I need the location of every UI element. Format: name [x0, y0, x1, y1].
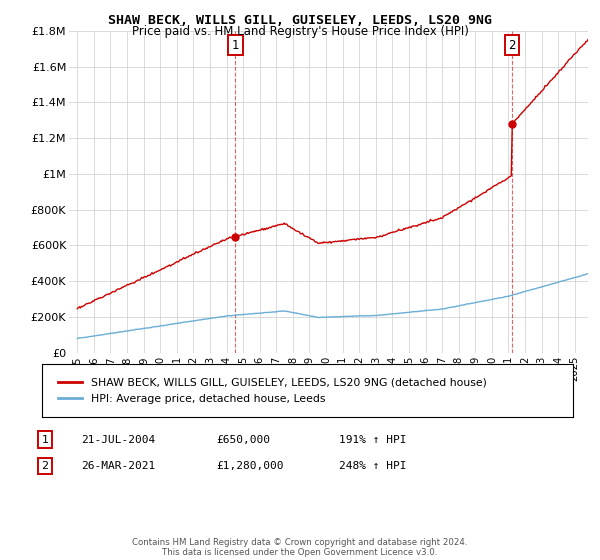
Text: 1: 1 — [232, 39, 239, 52]
Text: 191% ↑ HPI: 191% ↑ HPI — [339, 435, 407, 445]
Legend: SHAW BECK, WILLS GILL, GUISELEY, LEEDS, LS20 9NG (detached house), HPI: Average : SHAW BECK, WILLS GILL, GUISELEY, LEEDS, … — [53, 372, 492, 409]
Text: 2: 2 — [508, 39, 516, 52]
Text: Contains HM Land Registry data © Crown copyright and database right 2024.
This d: Contains HM Land Registry data © Crown c… — [132, 538, 468, 557]
Text: 2: 2 — [41, 461, 49, 471]
Text: 21-JUL-2004: 21-JUL-2004 — [81, 435, 155, 445]
Text: 248% ↑ HPI: 248% ↑ HPI — [339, 461, 407, 471]
Text: Price paid vs. HM Land Registry's House Price Index (HPI): Price paid vs. HM Land Registry's House … — [131, 25, 469, 38]
Text: 26-MAR-2021: 26-MAR-2021 — [81, 461, 155, 471]
Text: 1: 1 — [41, 435, 49, 445]
Text: £1,280,000: £1,280,000 — [216, 461, 284, 471]
Text: £650,000: £650,000 — [216, 435, 270, 445]
Text: SHAW BECK, WILLS GILL, GUISELEY, LEEDS, LS20 9NG: SHAW BECK, WILLS GILL, GUISELEY, LEEDS, … — [108, 14, 492, 27]
